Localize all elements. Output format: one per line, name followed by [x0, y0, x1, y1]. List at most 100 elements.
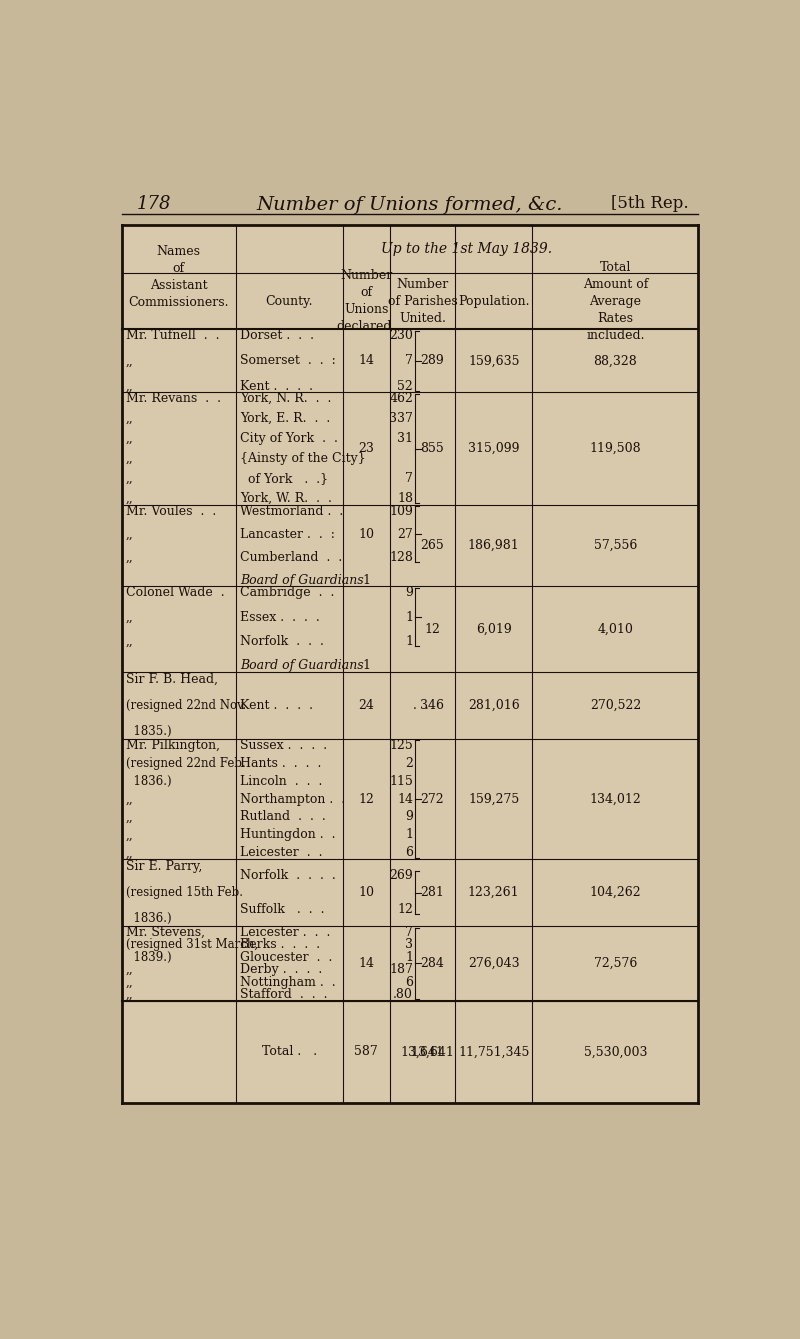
Text: 3: 3 [405, 939, 413, 951]
Text: Essex .  .  .  .: Essex . . . . [240, 611, 320, 624]
Text: .80: .80 [394, 988, 413, 1002]
Text: ,,: ,, [126, 412, 134, 424]
Text: (resigned 22nd Nov.: (resigned 22nd Nov. [126, 699, 246, 712]
Text: 272: 272 [421, 793, 444, 806]
Text: City of York  .  .: City of York . . [240, 432, 338, 445]
Text: 6,019: 6,019 [476, 623, 511, 636]
Text: ,,: ,, [126, 963, 134, 976]
Text: 109: 109 [390, 505, 413, 518]
Text: 128: 128 [390, 550, 413, 564]
Text: Norfolk  .  .  .  .: Norfolk . . . . [240, 869, 336, 882]
Text: ,,: ,, [126, 611, 134, 624]
Text: Stafford  .  .  .: Stafford . . . [240, 988, 328, 1002]
Text: 6: 6 [405, 846, 413, 860]
Text: York, N. R.  .  .: York, N. R. . . [240, 392, 332, 406]
Text: 7: 7 [406, 925, 413, 939]
Text: 1: 1 [362, 574, 370, 586]
Text: Norfolk  .  .  .: Norfolk . . . [240, 635, 324, 648]
Text: 1836.): 1836.) [126, 912, 171, 925]
Text: 855: 855 [421, 442, 444, 455]
Text: 462: 462 [390, 392, 413, 406]
Text: 134,012: 134,012 [590, 793, 642, 806]
Text: 269: 269 [390, 869, 413, 882]
Text: 7: 7 [406, 355, 413, 367]
Text: 270,522: 270,522 [590, 699, 641, 712]
Text: Derby .  .  .  .: Derby . . . . [240, 963, 322, 976]
Text: 88,328: 88,328 [594, 355, 638, 367]
Text: ,,: ,, [126, 528, 134, 541]
Text: 587: 587 [354, 1046, 378, 1058]
Text: Berks .  .  .  .: Berks . . . . [240, 939, 320, 951]
Text: 13,641: 13,641 [410, 1046, 454, 1058]
Text: 115: 115 [390, 774, 413, 787]
Text: 27: 27 [398, 528, 413, 541]
Text: Cambridge  .  .: Cambridge . . [240, 586, 334, 599]
Text: 1: 1 [405, 635, 413, 648]
Text: ,,: ,, [126, 829, 134, 841]
Text: Number
of
Unions
declared.: Number of Unions declared. [337, 269, 396, 333]
Text: Westmorland .  .: Westmorland . . [240, 505, 343, 518]
Text: Up to the 1st May 1839.: Up to the 1st May 1839. [382, 242, 553, 256]
Text: ,,: ,, [126, 355, 134, 367]
Text: Board of Guardians: Board of Guardians [240, 659, 364, 672]
Text: 159,275: 159,275 [468, 793, 519, 806]
Text: 23: 23 [358, 442, 374, 455]
Text: Board of Guardians: Board of Guardians [240, 574, 364, 586]
Text: 24: 24 [358, 699, 374, 712]
Text: Nottingham .  .: Nottingham . . [240, 976, 336, 988]
Text: 337: 337 [390, 412, 413, 424]
Text: ,,: ,, [126, 846, 134, 860]
Text: [5th Rep.: [5th Rep. [611, 194, 689, 212]
Text: 159,635: 159,635 [468, 355, 519, 367]
Text: 346: 346 [421, 699, 445, 712]
Text: 315,099: 315,099 [468, 442, 519, 455]
Text: 265: 265 [421, 540, 444, 552]
Text: 281: 281 [421, 886, 445, 898]
Text: Northampton .  .: Northampton . . [240, 793, 346, 806]
Text: 9: 9 [406, 810, 413, 823]
Text: 18: 18 [397, 493, 413, 505]
Text: Dorset .  .  .: Dorset . . . [240, 329, 314, 341]
Text: ,,: ,, [126, 493, 134, 505]
Text: 119,508: 119,508 [590, 442, 641, 455]
Text: York, E. R.  .  .: York, E. R. . . [240, 412, 330, 424]
Text: ,,: ,, [126, 453, 134, 465]
Text: 276,043: 276,043 [468, 957, 519, 969]
Text: 186,981: 186,981 [468, 540, 519, 552]
Text: Huntingdon .  .: Huntingdon . . [240, 829, 336, 841]
Text: Names
of
Assistant
Commissioners.: Names of Assistant Commissioners. [129, 245, 229, 309]
Text: Kent .  .  .  .: Kent . . . . [240, 380, 314, 392]
Text: Suffolk   .  .  .: Suffolk . . . [240, 902, 325, 916]
Text: 289: 289 [421, 355, 444, 367]
Text: 187: 187 [390, 963, 413, 976]
Text: ,,: ,, [126, 635, 134, 648]
Text: 6: 6 [405, 976, 413, 988]
Text: Colonel Wade  .: Colonel Wade . [126, 586, 224, 599]
Text: Mr. Revans  .  .: Mr. Revans . . [126, 392, 221, 406]
Text: 1835.): 1835.) [126, 724, 171, 738]
Text: Leicester  .  .: Leicester . . [240, 846, 322, 860]
Text: 14: 14 [358, 355, 374, 367]
Text: 9: 9 [406, 586, 413, 599]
Text: Number of Unions formed, &c.: Number of Unions formed, &c. [257, 195, 563, 214]
Text: 1: 1 [362, 659, 370, 672]
Text: Mr. Tufnell  .  .: Mr. Tufnell . . [126, 329, 219, 341]
Text: County.: County. [266, 295, 313, 308]
Text: Number
of Parishes
United.: Number of Parishes United. [387, 277, 458, 324]
Text: Leicester .  .  .: Leicester . . . [240, 925, 330, 939]
Text: 284: 284 [421, 957, 445, 969]
Text: Total .   .: Total . . [262, 1046, 317, 1058]
Text: 2: 2 [406, 757, 413, 770]
Text: ,,: ,, [126, 550, 134, 564]
Text: ,,: ,, [126, 473, 134, 485]
Bar [122, 225, 698, 1103]
Text: 10: 10 [358, 886, 374, 898]
Text: 104,262: 104,262 [590, 886, 641, 898]
Text: 57,556: 57,556 [594, 540, 637, 552]
Text: Total
Amount of
Average
Rates
included.: Total Amount of Average Rates included. [582, 261, 648, 341]
Text: ,,: ,, [126, 380, 134, 392]
Text: (resigned 22nd Feb.: (resigned 22nd Feb. [126, 757, 246, 770]
Text: 10: 10 [358, 528, 374, 541]
Text: 1: 1 [405, 829, 413, 841]
Text: .  .: . . [413, 699, 429, 712]
